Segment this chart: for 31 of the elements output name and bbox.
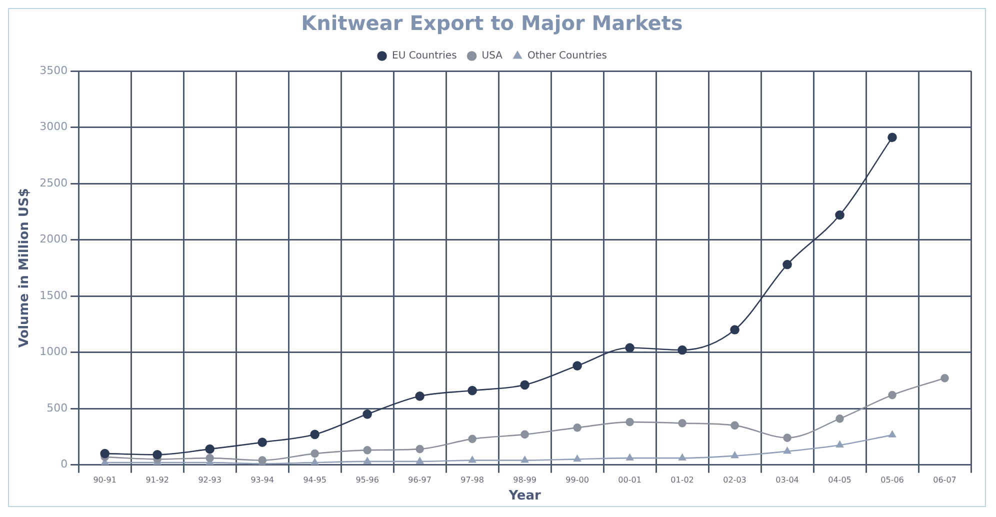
x-tick-label: 00-01 bbox=[618, 476, 642, 485]
y-tick-label: 1000 bbox=[40, 345, 68, 358]
x-tick-label: 92-93 bbox=[198, 476, 222, 485]
x-tick-label: 90-91 bbox=[93, 476, 116, 485]
legend-label: EU Countries bbox=[392, 50, 457, 62]
y-tick-label: 0 bbox=[60, 458, 68, 471]
y-axis-title: Volume in Million US$ bbox=[17, 188, 32, 348]
x-tick-label: 04-05 bbox=[828, 476, 852, 485]
y-tick-label: 1500 bbox=[40, 288, 68, 302]
x-tick-label: 99-00 bbox=[566, 476, 589, 485]
x-tick-label: 01-02 bbox=[670, 476, 694, 485]
y-tick-label: 500 bbox=[46, 401, 68, 414]
x-tick-label: 02-03 bbox=[723, 476, 746, 485]
x-tick-label: 05-06 bbox=[880, 476, 904, 485]
x-tick-label: 98-99 bbox=[513, 476, 536, 485]
x-tick-label: 95-96 bbox=[356, 476, 379, 485]
x-tick-label: 91-92 bbox=[146, 476, 169, 485]
x-axis-title: Year bbox=[508, 488, 542, 504]
chart-title: Knitwear Export to Major Markets bbox=[301, 11, 683, 36]
x-tick-label: 06-07 bbox=[933, 476, 956, 485]
y-tick-label: 2500 bbox=[40, 176, 68, 190]
x-tick-label: 94-95 bbox=[303, 476, 326, 485]
x-tick-label: 03-04 bbox=[776, 476, 799, 485]
y-tick-label: 3500 bbox=[40, 64, 68, 77]
y-tick-label: 2000 bbox=[40, 232, 68, 246]
x-tick-label: 93-94 bbox=[250, 476, 274, 485]
x-tick-label: 96-97 bbox=[408, 476, 432, 485]
legend-label: USA bbox=[482, 50, 503, 62]
x-tick-label: 97-98 bbox=[460, 476, 484, 485]
y-tick-label: 3000 bbox=[40, 120, 68, 134]
legend-label: Other Countries bbox=[527, 50, 607, 62]
